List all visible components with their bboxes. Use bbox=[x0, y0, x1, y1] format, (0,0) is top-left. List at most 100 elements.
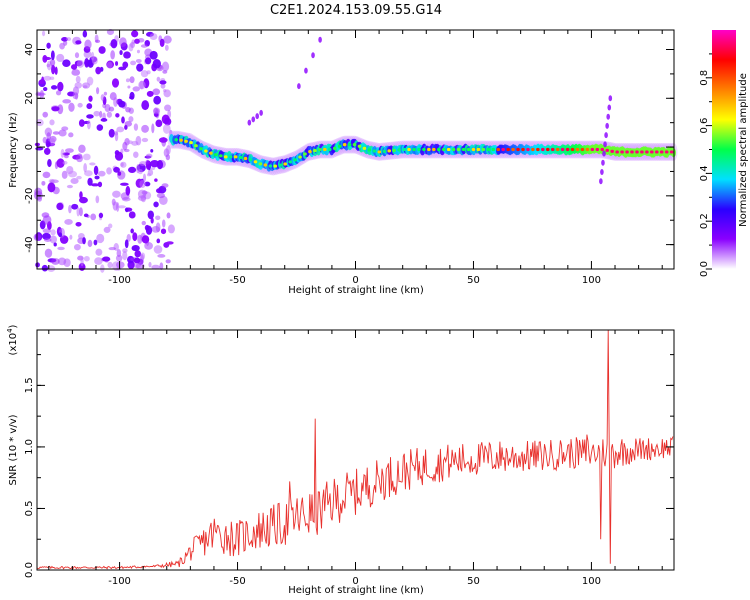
noise-point bbox=[141, 220, 146, 226]
ridge-core bbox=[650, 150, 654, 154]
noise-point bbox=[68, 204, 72, 214]
noise-point bbox=[86, 119, 91, 130]
noise-point bbox=[52, 131, 60, 135]
spectrogram-marks bbox=[33, 29, 678, 273]
figure-title: C2E1.2024.153.09.55.G14 bbox=[270, 3, 442, 18]
feature-point bbox=[601, 159, 605, 166]
ridge-core bbox=[233, 155, 238, 159]
noise-point bbox=[141, 100, 150, 111]
noise-point bbox=[129, 76, 135, 84]
ridge-core bbox=[580, 147, 585, 152]
ridge-core bbox=[491, 147, 496, 152]
ridge-core bbox=[526, 147, 530, 152]
y-tick-label: -20 bbox=[24, 188, 35, 204]
noise-point bbox=[96, 87, 100, 95]
noise-point bbox=[162, 123, 171, 134]
noise-point bbox=[82, 30, 88, 38]
ridge-core bbox=[466, 147, 471, 152]
ridge-core bbox=[402, 147, 406, 152]
noise-point bbox=[98, 212, 104, 219]
noise-point bbox=[76, 175, 82, 180]
noise-point bbox=[125, 207, 129, 213]
noise-point bbox=[134, 250, 141, 258]
noise-point bbox=[123, 51, 131, 59]
feature-point bbox=[304, 67, 308, 74]
noise-point bbox=[128, 211, 136, 219]
noise-point bbox=[150, 148, 154, 153]
noise-point bbox=[80, 257, 84, 267]
noise-point bbox=[133, 257, 141, 264]
noise-point bbox=[125, 185, 131, 196]
noise-point bbox=[120, 182, 129, 186]
noise-point bbox=[121, 116, 125, 124]
ridge-core bbox=[659, 150, 664, 154]
noise-point bbox=[97, 170, 106, 177]
noise-point bbox=[49, 179, 59, 184]
ridge-core bbox=[352, 143, 357, 147]
noise-point bbox=[82, 237, 86, 245]
noise-point bbox=[71, 64, 78, 70]
ridge-core bbox=[337, 144, 342, 148]
ridge-core bbox=[620, 150, 624, 154]
ridge-core bbox=[605, 148, 610, 152]
noise-point bbox=[43, 147, 51, 155]
noise-point bbox=[139, 179, 146, 188]
noise-point bbox=[55, 90, 62, 96]
noise-point bbox=[72, 92, 79, 100]
ridge-core bbox=[516, 147, 520, 152]
noise-point bbox=[147, 210, 154, 220]
ridge-core bbox=[412, 147, 416, 152]
noise-point bbox=[157, 254, 166, 258]
noise-point bbox=[122, 141, 128, 151]
noise-point bbox=[124, 121, 133, 127]
noise-point bbox=[128, 166, 137, 173]
ridge-core bbox=[253, 160, 258, 164]
noise-point bbox=[99, 110, 103, 118]
noise-point bbox=[61, 126, 69, 131]
noise-point bbox=[125, 106, 131, 113]
y-tick-label: 40 bbox=[24, 43, 35, 56]
ridge-core bbox=[204, 149, 208, 153]
noise-point bbox=[126, 233, 131, 242]
noise-point bbox=[114, 151, 124, 161]
feature-point bbox=[606, 113, 611, 120]
noise-point bbox=[42, 228, 52, 234]
spectrogram-panel: -100 -50 0 50 100 -40 -20 0 20 40 Height of strai… bbox=[8, 29, 678, 296]
noise-point bbox=[154, 178, 158, 182]
noise-point bbox=[108, 223, 113, 229]
noise-point bbox=[149, 33, 158, 41]
noise-point bbox=[155, 215, 161, 221]
noise-point bbox=[130, 228, 134, 234]
ridge-core bbox=[387, 149, 392, 153]
noise-point bbox=[44, 248, 53, 258]
noise-point bbox=[62, 160, 68, 165]
y-tick-label: 1.5 bbox=[24, 377, 35, 393]
noise-point bbox=[116, 265, 122, 271]
ridge-core bbox=[640, 150, 644, 154]
noise-point bbox=[136, 49, 140, 54]
noise-point bbox=[127, 85, 131, 89]
noise-point bbox=[87, 239, 93, 248]
noise-point bbox=[102, 256, 111, 262]
noise-point bbox=[76, 154, 83, 163]
feature-point bbox=[604, 132, 608, 139]
noise-point bbox=[140, 70, 149, 78]
ridge-core bbox=[645, 150, 649, 154]
noise-point bbox=[95, 66, 102, 75]
noise-point bbox=[149, 50, 158, 60]
noise-point bbox=[160, 83, 166, 89]
colorbar: 0.0 0.2 0.4 0.6 0.8 Normalized spectral ampl… bbox=[699, 30, 749, 277]
noise-point bbox=[84, 39, 92, 50]
snr-y-label: SNR (10 * v/v) bbox=[8, 414, 19, 485]
noise-point bbox=[59, 42, 65, 50]
noise-point bbox=[65, 148, 74, 154]
ridge-core bbox=[209, 151, 213, 155]
ridge-core bbox=[263, 163, 268, 167]
noise-point bbox=[78, 119, 85, 127]
snr-scale-note: (x104) bbox=[6, 324, 19, 355]
ridge-core bbox=[541, 147, 545, 152]
noise-point bbox=[68, 102, 75, 112]
y-tick-label: 0 bbox=[24, 144, 35, 150]
noise-point bbox=[161, 61, 170, 72]
noise-point bbox=[58, 232, 63, 238]
